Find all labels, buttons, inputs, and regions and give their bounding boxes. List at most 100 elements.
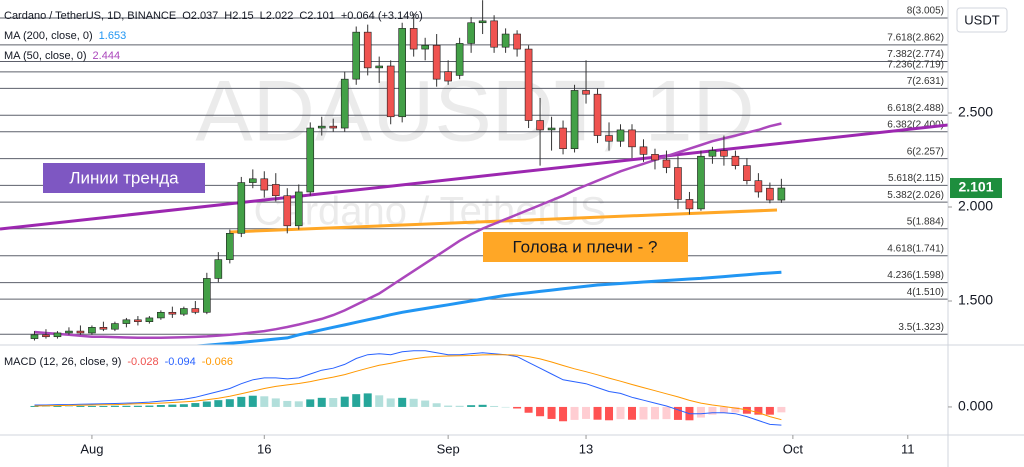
histogram-bar: [64, 406, 73, 407]
legend: Cardano / TetherUS, 1D, BINANCE O2.037 H2.…: [4, 10, 423, 368]
ohlc-label: H: [224, 10, 232, 22]
histogram-bar: [765, 406, 774, 415]
histogram-bar: [110, 405, 119, 407]
histogram-bar: [754, 406, 763, 415]
candle-body: [329, 125, 338, 129]
histogram-bar: [248, 395, 257, 407]
histogram-bar: [375, 395, 384, 407]
histogram-bar: [673, 406, 682, 420]
candle-body: [134, 319, 142, 322]
candle-body: [398, 28, 406, 118]
candle-body: [547, 127, 556, 131]
fib-label: 5.382(2.026): [887, 190, 944, 201]
annotation: Линии тренда: [69, 168, 179, 187]
candle-body: [605, 135, 613, 142]
candle-body: [157, 311, 165, 319]
histogram-bar: [777, 406, 786, 413]
watermark: ADAUSDT, 1D Cardano / TetherUS: [195, 64, 754, 234]
histogram-bar: [662, 406, 671, 420]
candle-body: [375, 65, 384, 69]
y-tick-label: 2.500: [958, 104, 993, 120]
ma-legend: MA (50, close, 0) 2.444: [4, 50, 120, 62]
line: [195, 270, 782, 345]
candle-body: [455, 43, 464, 76]
annotations: Линии тренда Голова и плечи - ?: [43, 163, 688, 262]
x-tick-label: 13: [579, 441, 593, 456]
histogram-bar: [271, 398, 280, 407]
y-tick-label: 2.000: [958, 198, 993, 214]
candle-body: [111, 323, 119, 330]
candle-body: [559, 127, 567, 150]
histogram-bar: [616, 406, 625, 420]
x-tick-label: 16: [257, 441, 271, 456]
candle-body: [421, 45, 429, 50]
histogram-bar: [156, 405, 165, 407]
candle-body: [662, 159, 671, 168]
candle-body: [340, 78, 349, 129]
candle-body: [237, 182, 246, 234]
histogram-bar: [490, 405, 499, 407]
histogram-bar: [352, 394, 361, 407]
fib-label: 7.382(2.774): [887, 49, 944, 60]
hist-value: -0.028: [127, 356, 158, 368]
histogram-bar: [294, 401, 303, 407]
candle-body: [685, 199, 694, 210]
currency: USDT: [964, 12, 999, 27]
candle-body: [628, 129, 636, 148]
histogram-bar: [122, 405, 131, 407]
x-tick-label: Oct: [783, 441, 804, 456]
price-pane: [0, 0, 948, 345]
candle-body: [214, 259, 223, 279]
candle-body: [168, 311, 177, 315]
candle-body: [203, 278, 211, 313]
watermark-name: Cardano / TetherUS: [254, 190, 607, 234]
candle-body: [53, 332, 62, 338]
candle-body: [65, 330, 73, 334]
histogram-bar: [731, 406, 740, 413]
candle-body: [674, 167, 682, 200]
currency-box[interactable]: [956, 7, 1008, 33]
histogram-bar: [455, 405, 464, 407]
candle-body: [524, 48, 533, 121]
fib-label: 5.618(2.115): [888, 173, 944, 184]
ma-name: MA (50, close, 0): [4, 50, 87, 62]
histogram-bar: [593, 406, 602, 420]
x-tick-label: 11: [901, 441, 915, 456]
header: Cardano / TetherUS, 1D, BINANCE O2.037 H2.…: [4, 10, 423, 22]
histogram-bar: [386, 398, 395, 407]
candle-body: [271, 184, 280, 197]
histogram-bar: [99, 405, 108, 407]
histogram-bar: [467, 405, 476, 407]
histogram-bar: [133, 405, 142, 407]
candle-body: [570, 90, 579, 150]
candle-body: [180, 308, 188, 315]
candle-body: [444, 71, 452, 82]
candle-body: [226, 233, 234, 260]
candle-body: [76, 330, 85, 334]
ma-name: MA (200, close, 0): [4, 30, 93, 42]
histogram-bar: [191, 403, 200, 407]
ohlc-value: 2.101: [307, 10, 335, 22]
symbol: Cardano / TetherUS, 1D, BINANCE: [4, 10, 176, 22]
histogram-bar: [696, 406, 705, 418]
candle-body: [639, 146, 648, 155]
price-badge: [950, 178, 1002, 199]
fib-label: 7.618(2.862): [887, 33, 944, 44]
candle-body: [352, 31, 361, 80]
candle-body: [42, 334, 50, 338]
y-tick-label: 1.500: [958, 292, 993, 308]
fib-label: 4.618(1.741): [887, 243, 944, 254]
fib-label: 6(2.257): [907, 146, 944, 157]
candle-body: [754, 180, 763, 193]
candle-body: [432, 45, 441, 80]
ohlc-label: L: [260, 10, 266, 22]
x-tick-label: Sep: [437, 441, 460, 456]
fib-label: 8(3.005): [907, 6, 944, 17]
histogram-bar: [317, 397, 326, 407]
candle-body: [122, 319, 131, 324]
candle-body: [708, 150, 717, 157]
histogram-bar: [214, 400, 223, 407]
histogram-bar: [432, 403, 441, 407]
candle-body: [490, 20, 498, 48]
fib-label: 7.236(2.719): [887, 59, 944, 70]
